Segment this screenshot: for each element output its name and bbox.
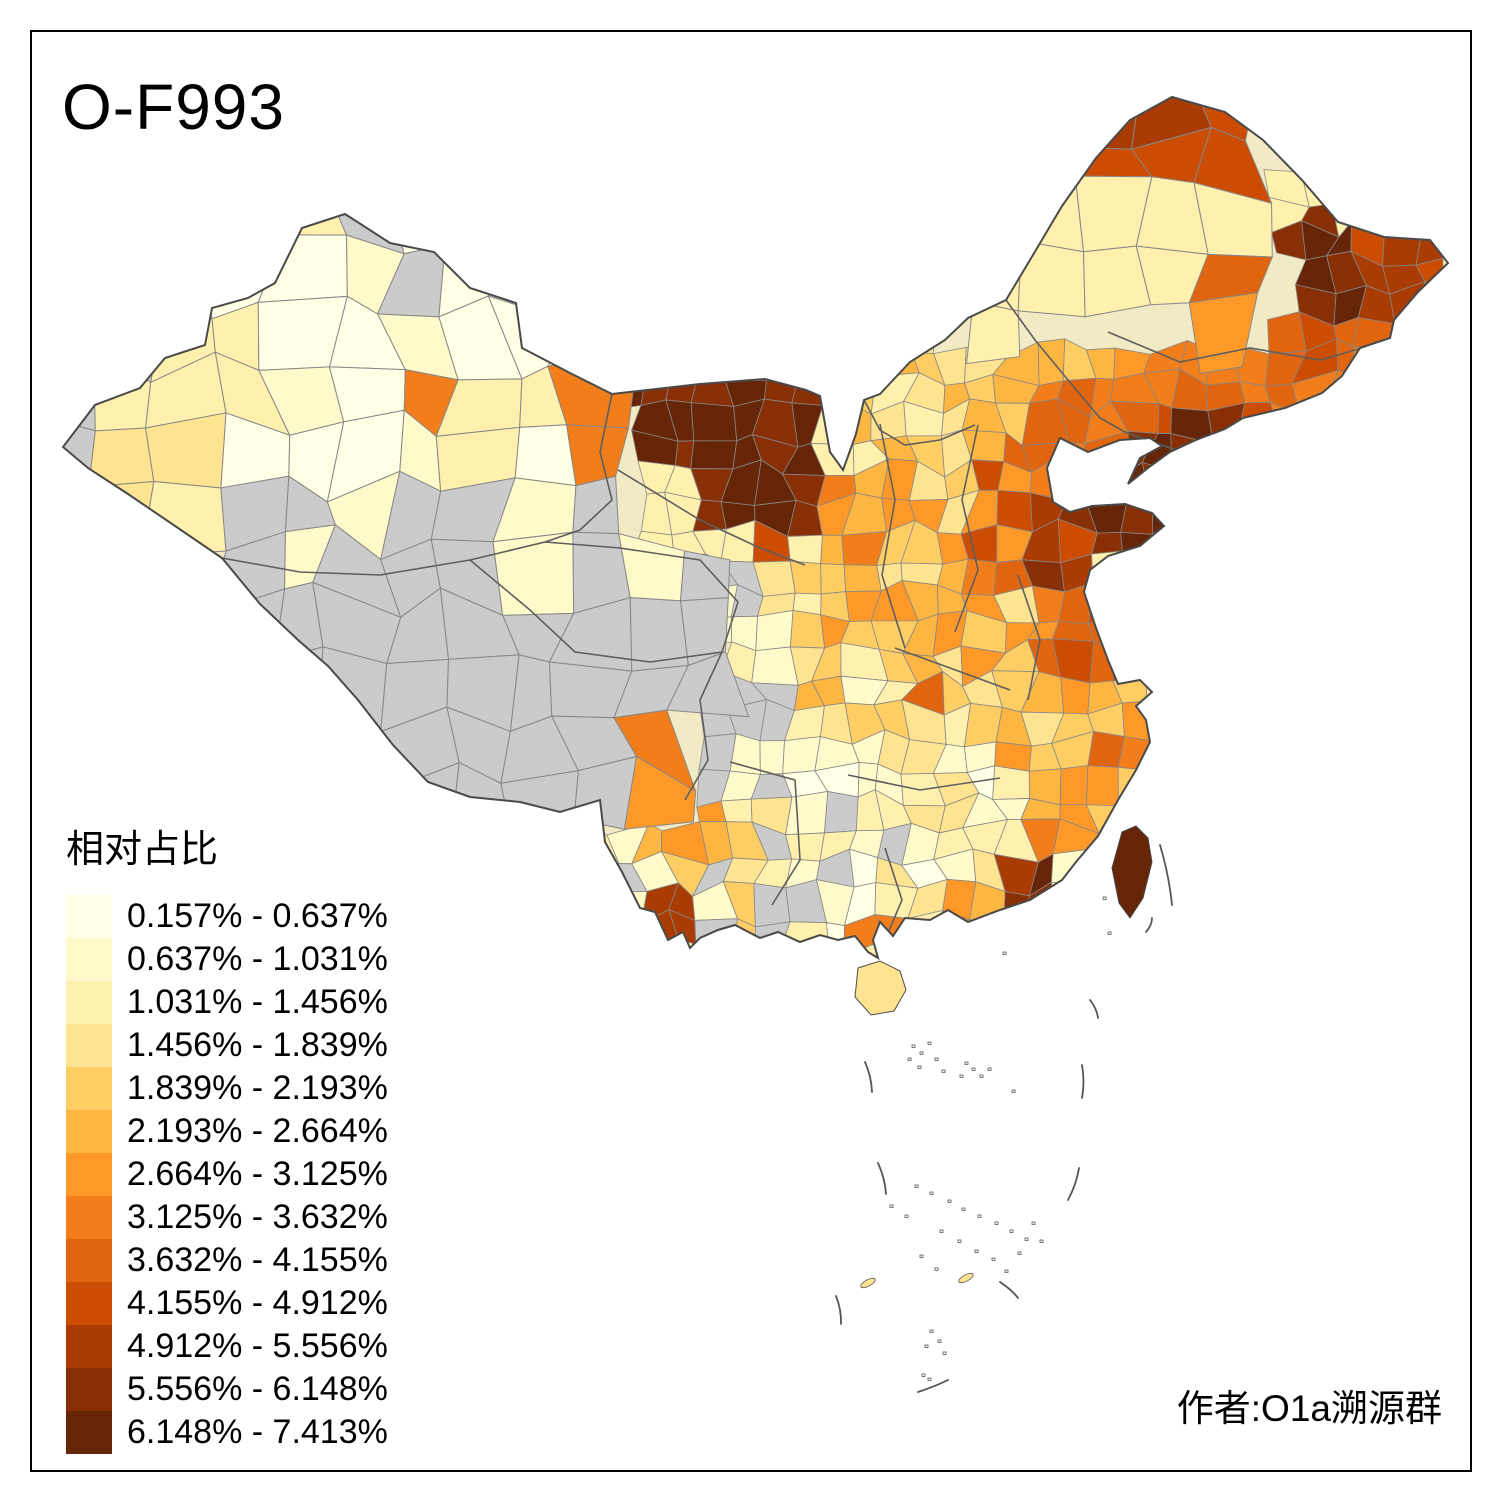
small-islands xyxy=(860,896,1112,1381)
legend-swatch-0 xyxy=(66,895,112,938)
legend-label: 1.456% - 1.839% xyxy=(127,1026,388,1064)
legend-label: 5.556% - 6.148% xyxy=(127,1370,388,1408)
legend-label: 1.031% - 1.456% xyxy=(127,983,388,1021)
legend-row: 1.456% - 1.839% xyxy=(66,1024,388,1067)
legend-title: 相对占比 xyxy=(66,829,219,871)
legend-label: 2.193% - 2.664% xyxy=(127,1112,388,1150)
legend-label: 1.839% - 2.193% xyxy=(127,1069,388,1107)
legend-swatch-12 xyxy=(66,1411,112,1454)
south-china-sea-dash-line xyxy=(835,844,1173,1393)
page-title: O-F993 xyxy=(62,71,285,143)
legend-row: 0.157% - 0.637% xyxy=(66,895,388,938)
legend-row: 1.031% - 1.456% xyxy=(66,981,388,1024)
legend-row: 6.148% - 7.413% xyxy=(66,1411,388,1454)
legend-label: 6.148% - 7.413% xyxy=(127,1413,388,1451)
legend-row: 2.193% - 2.664% xyxy=(66,1110,388,1153)
hainan-island xyxy=(854,960,907,1016)
legend-row: 3.632% - 4.155% xyxy=(66,1239,388,1282)
legend-row: 4.155% - 4.912% xyxy=(66,1282,388,1325)
legend-label: 4.155% - 4.912% xyxy=(127,1284,388,1322)
legend-label: 3.125% - 3.632% xyxy=(127,1198,388,1236)
legend-label: 0.637% - 1.031% xyxy=(127,940,388,978)
legend-swatch-7 xyxy=(66,1196,112,1239)
legend-row: 1.839% - 2.193% xyxy=(66,1067,388,1110)
legend-swatch-5 xyxy=(66,1110,112,1153)
attribution: 作者:O1a溯源群 xyxy=(1176,1388,1442,1429)
legend-row: 0.637% - 1.031% xyxy=(66,938,388,981)
legend-swatch-10 xyxy=(66,1325,112,1368)
legend-row: 4.912% - 5.556% xyxy=(66,1325,388,1368)
legend-swatch-9 xyxy=(66,1282,112,1325)
legend-label: 2.664% - 3.125% xyxy=(127,1155,388,1193)
plot-border xyxy=(30,30,1472,1472)
legend: 相对占比 0.157% - 0.637% 0.637% - 1.031% 1.031… xyxy=(66,818,388,1454)
legend-swatch-1 xyxy=(66,938,112,981)
legend-rows: 0.157% - 0.637% 0.637% - 1.031% 1.031% - 1… xyxy=(66,895,388,1454)
taiwan-island xyxy=(1111,825,1153,919)
legend-row: 3.125% - 3.632% xyxy=(66,1196,388,1239)
legend-swatch-2 xyxy=(66,981,112,1024)
legend-row: 5.556% - 6.148% xyxy=(66,1368,388,1411)
legend-label: 0.157% - 0.637% xyxy=(127,897,388,935)
legend-swatch-6 xyxy=(66,1153,112,1196)
legend-swatch-8 xyxy=(66,1239,112,1282)
china-outline xyxy=(61,95,1450,961)
legend-swatch-11 xyxy=(66,1368,112,1411)
legend-label: 3.632% - 4.155% xyxy=(127,1241,388,1279)
legend-swatch-4 xyxy=(66,1067,112,1110)
legend-swatch-3 xyxy=(66,1024,112,1067)
legend-row: 2.664% - 3.125% xyxy=(66,1153,388,1196)
legend-label: 4.912% - 5.556% xyxy=(127,1327,388,1365)
